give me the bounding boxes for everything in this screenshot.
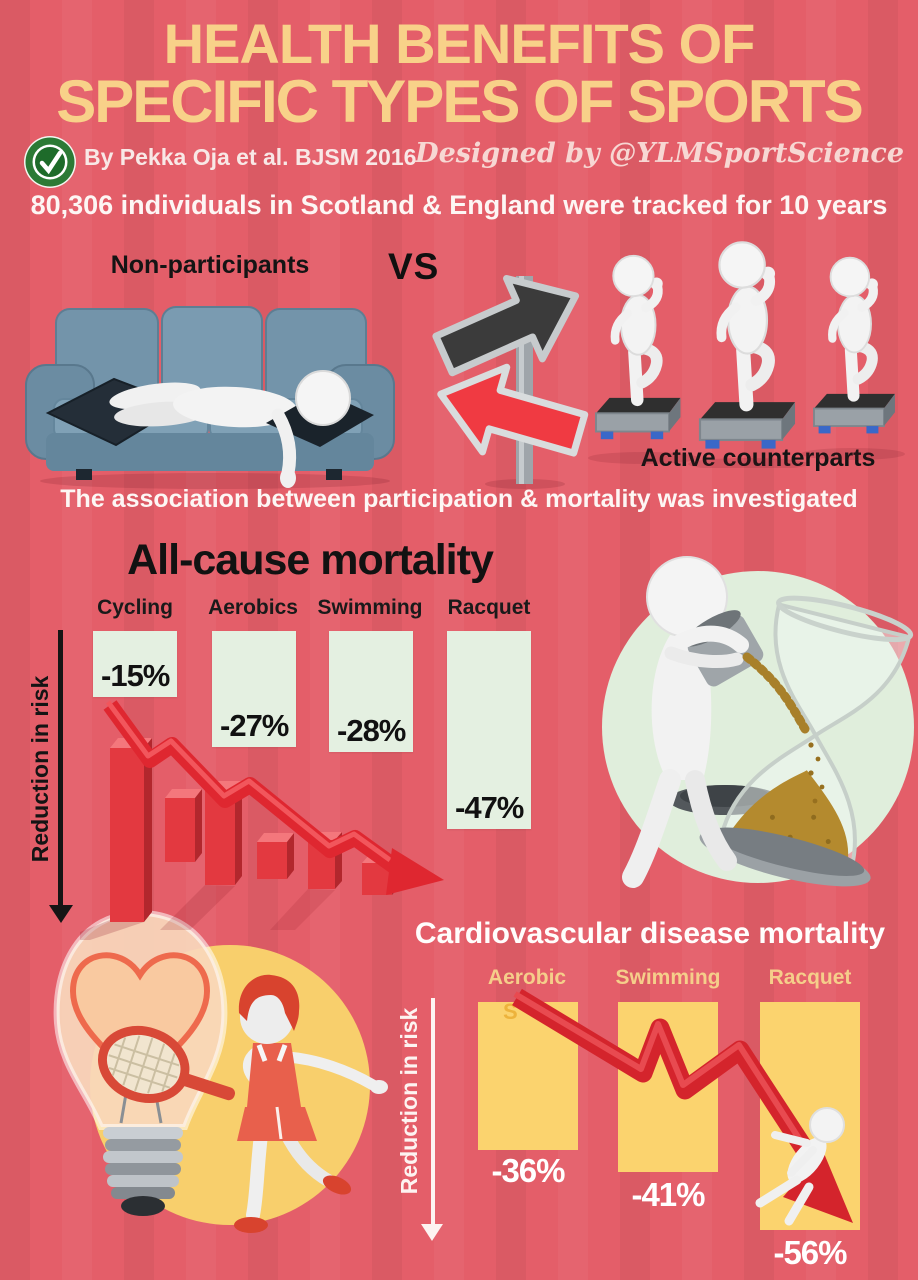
cardio-title: Cardiovascular disease mortality	[414, 917, 886, 950]
figure-body	[651, 635, 712, 780]
bulb-screw-base	[103, 1127, 183, 1216]
figure-head	[295, 370, 351, 426]
red-3d-bar	[165, 789, 202, 862]
stepper-figure-1	[596, 256, 680, 439]
all-cause-cat-aerobics: Aerobics	[208, 596, 298, 619]
skirt	[237, 1107, 317, 1141]
non-participants-label: Non-participants	[110, 251, 310, 279]
active-counterparts-label: Active counterparts	[640, 444, 876, 472]
step-aerobics-figures-illustration	[588, 236, 905, 468]
shoe	[322, 1175, 352, 1195]
cardio-declining-arrow-illustration	[512, 988, 853, 1226]
all-cause-bar-aerobics: -27%	[212, 631, 296, 747]
stepper-figure-3	[814, 258, 895, 434]
stepper-figure-2	[700, 242, 795, 448]
arrowhead-icon	[386, 848, 444, 895]
vs-label: VS	[388, 246, 440, 287]
red-3d-bar	[110, 738, 152, 922]
red-arrow-down-icon	[437, 363, 589, 457]
cardio-value-racquet: -56%	[773, 1234, 847, 1271]
bar-value: -15%	[101, 658, 170, 693]
down-arrow-icon	[49, 905, 73, 923]
heart-bulb-tennis-player-illustration	[53, 909, 388, 1233]
riding-figure	[755, 1107, 845, 1226]
study-population-line: 80,306 individuals in Scotland & England…	[30, 190, 888, 220]
declining-arrow-line	[103, 700, 403, 876]
all-cause-cat-racquet: Racquet	[447, 596, 531, 619]
bjsm-approved-badge-icon	[24, 136, 76, 188]
all-cause-axis-label: Reduction in risk	[27, 675, 53, 863]
couch-lying-figure-illustration	[25, 306, 395, 489]
page-title-line1: HEALTH BENEFITS OF	[163, 12, 756, 75]
down-arrow-white-icon	[421, 1224, 443, 1241]
designer-credit: Designed by @YLMSportScience	[415, 138, 904, 169]
page-title-line2: SPECIFIC TYPES OF SPORTS	[56, 68, 863, 135]
signpost-arrows-illustration	[432, 274, 589, 489]
bar-value: -47%	[455, 790, 524, 825]
tank-top	[247, 1043, 301, 1107]
red-3d-bar	[257, 833, 294, 879]
figure-head	[809, 1107, 845, 1143]
cardio-value-swimming: -41%	[631, 1176, 705, 1213]
declining-red-bars-arrow-illustration	[80, 700, 444, 940]
all-cause-cat-swimming: Swimming	[317, 596, 423, 619]
all-cause-cat-cycling: Cycling	[97, 596, 173, 619]
tennis-racquet-icon	[97, 1026, 236, 1103]
cardio-value-aerobic: -36%	[491, 1152, 565, 1189]
arrowhead-icon	[783, 1151, 853, 1223]
all-cause-bar-cycling: -15%	[93, 631, 177, 697]
bar-value: -28%	[337, 713, 406, 748]
all-cause-axis-line	[58, 630, 63, 908]
figure-head	[240, 990, 294, 1044]
cardio-cat-swimming: Swimming	[615, 966, 721, 989]
shoe	[234, 1217, 268, 1233]
black-arrow-up-icon	[432, 274, 580, 377]
all-cause-bar-racquet: -47%	[447, 631, 531, 829]
byline: By Pekka Oja et al. BJSM 2016	[84, 144, 417, 170]
tennis-player-figure	[234, 974, 388, 1233]
cardio-axis-line	[431, 998, 435, 1226]
hourglass-icon	[699, 595, 914, 887]
association-line: The association between participation & …	[60, 485, 858, 513]
check-icon	[39, 150, 63, 175]
hourglass-pouring-figure-illustration	[602, 556, 914, 888]
cardio-cat-aerobic: Aerobic	[487, 966, 567, 989]
cardio-cat-racquet: Racquet	[768, 966, 852, 989]
all-cause-bar-swimming: -28%	[329, 631, 413, 752]
bar-value: -27%	[220, 708, 289, 743]
red-hair	[238, 974, 300, 1031]
all-cause-title: All-cause mortality	[127, 536, 494, 584]
sand-stream	[742, 652, 810, 734]
